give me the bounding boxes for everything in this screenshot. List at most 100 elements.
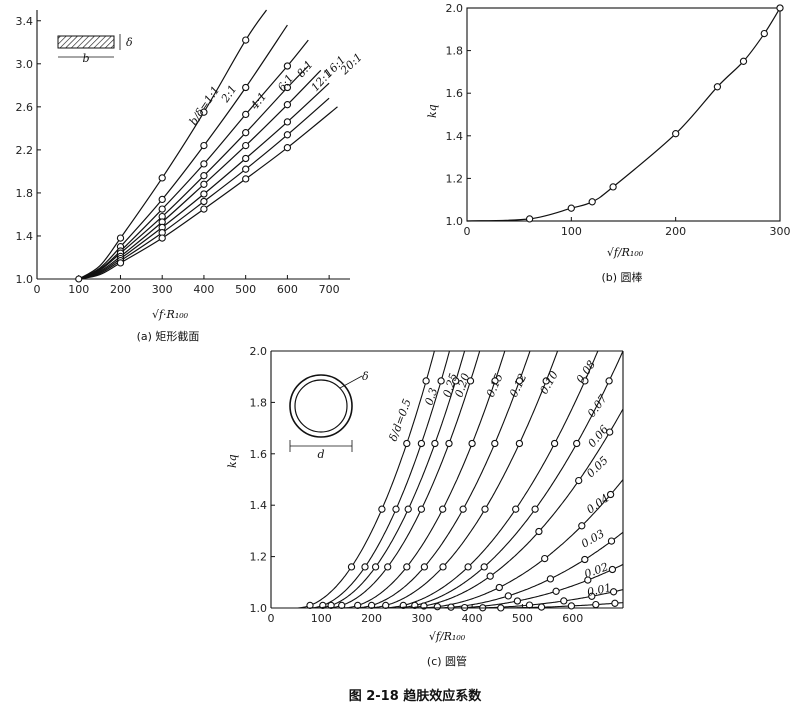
series-line [78,65,309,280]
data-point [433,603,442,611]
x-tick-label: 700 [319,283,340,296]
data-point [116,234,125,242]
x-tick-label: 300 [411,612,432,625]
data-point [537,603,546,611]
data-point [739,57,748,65]
x-tick-label: 100 [561,225,582,238]
series-line [406,479,624,609]
data-point [491,377,499,385]
data-point [75,275,83,283]
data-point [283,118,292,126]
data-point [422,377,430,385]
data-point [567,204,575,212]
data-point [541,554,549,563]
data-point [468,439,476,448]
y-tick-label: 1.2 [446,172,464,185]
data-point [200,205,208,213]
series-line [78,97,330,280]
data-point [417,505,426,513]
y-tick-label: 1.6 [250,448,268,461]
x-tick-label: 300 [770,225,791,238]
x-tick-label: 300 [152,283,173,296]
diameter-label: d [317,448,324,461]
thickness-label: δ [362,370,369,383]
data-point [567,602,576,610]
x-axis-label: √f/R₁₀₀ [607,246,644,259]
data-point [608,565,617,574]
series-line [78,24,288,280]
data-point [486,572,494,580]
data-point [431,439,439,448]
data-point [497,604,505,612]
x-tick-label: 200 [361,612,382,625]
series-line [78,9,267,280]
data-point [672,130,680,138]
data-point [347,563,356,571]
figure-title: 图 2-18 趋肤效应系数 [349,688,483,704]
tube-inner-circle [294,379,348,433]
series-line [466,7,781,222]
data-point [776,4,784,12]
y-tick-label: 1.0 [16,273,34,286]
data-point [481,505,489,513]
panel-caption: (a) 矩形截面 [137,329,200,343]
data-point [242,165,250,173]
data-point [607,537,616,545]
data-point [242,141,250,150]
series-label: 0.15 [484,372,506,400]
data-point [491,439,499,448]
x-tick-label: 0 [464,225,471,238]
x-axis-label: √f·R₁₀₀ [152,308,189,321]
y-tick-label: 1.8 [16,187,34,200]
data-point [327,601,335,610]
data-point [371,563,380,571]
y-tick-label: 2.6 [16,101,34,114]
data-point [242,110,250,119]
data-point [200,197,208,206]
width-label: b [82,52,89,65]
x-tick-label: 600 [562,612,583,625]
series-label: 0.07 [585,392,610,419]
data-point [542,377,550,385]
data-point [242,175,250,183]
data-point [158,195,166,204]
series-label: 0.3 [422,386,440,407]
y-tick-label: 1.6 [446,87,464,100]
x-tick-label: 200 [665,225,686,238]
data-point [242,129,250,137]
series-label: 0.08 [574,358,598,386]
data-point [283,101,292,109]
data-point [609,183,617,191]
data-point [512,505,520,513]
data-point [420,563,429,571]
data-point [525,601,534,609]
data-point [200,172,208,180]
data-point [452,377,460,385]
series-line [286,350,435,609]
panel-a-rect-section: 0 100 200 300 400 500 600 700 1.0 1.4 1.8 2.2 2.6 3.0… [16,9,365,343]
rect-section-inset [57,35,115,49]
data-point [439,563,447,571]
data-point [200,190,208,198]
data-point [378,505,386,513]
data-point [116,259,125,267]
series-label: b/δ=1:1 [187,84,223,128]
series-label: 0.05 [584,454,611,480]
y-axis-label: kq [226,454,239,468]
y-tick-label: 1.0 [250,602,268,615]
data-point [464,563,472,571]
series-line [391,408,624,609]
data-point [552,587,560,595]
data-point [535,527,543,536]
series-line [78,82,330,280]
data-point [384,563,392,571]
data-point [588,198,596,206]
data-point [459,505,467,513]
series-line [371,350,599,609]
data-point [417,439,426,448]
data-point [584,576,592,584]
series-label: 0.10 [537,369,561,397]
data-point [560,597,568,605]
data-point [158,205,166,213]
